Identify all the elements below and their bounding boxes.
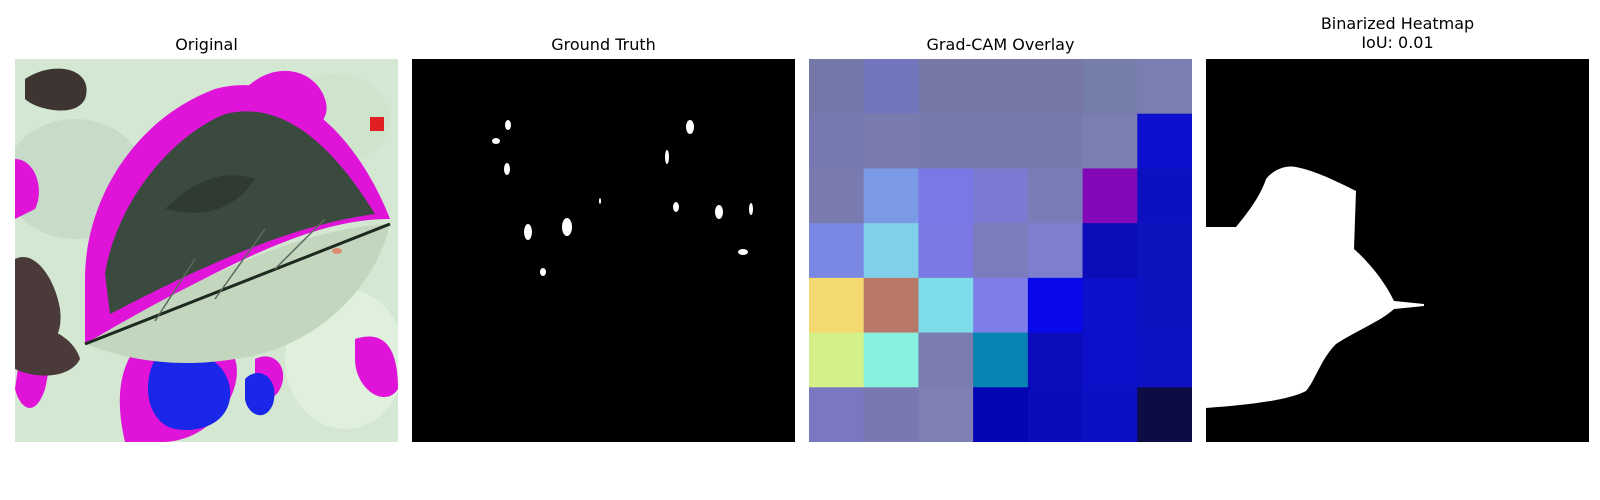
binarized-title: Binarized Heatmap IoU: 0.01	[1320, 14, 1475, 52]
gradcam-panel: Grad-CAM Overlay	[809, 0, 1192, 500]
gradcam-cell	[863, 387, 919, 442]
gradcam-cell	[1082, 332, 1138, 388]
binarized-image	[1206, 59, 1589, 442]
gradcam-cell	[918, 277, 974, 334]
gradcam-cell	[1027, 277, 1084, 334]
original-image	[15, 59, 398, 442]
binarized-mask	[1206, 59, 1589, 442]
original-panel: Original	[15, 0, 398, 500]
gradcam-cell	[809, 113, 865, 169]
gradcam-image	[809, 59, 1192, 442]
original-title: Original	[175, 35, 238, 54]
gradcam-cell	[863, 113, 919, 169]
gradcam-cell	[973, 113, 1029, 169]
gradcam-cell	[1082, 223, 1138, 279]
gradcam-cell	[1082, 277, 1138, 334]
gradcam-cell	[1137, 332, 1192, 388]
gradcam-cell	[809, 223, 865, 279]
ground-truth-panel: Ground Truth	[412, 0, 795, 500]
gradcam-cell	[1137, 223, 1192, 279]
gradcam-cell	[1027, 223, 1084, 279]
gradcam-cell	[973, 168, 1029, 224]
gradcam-cell	[973, 223, 1029, 279]
gradcam-cell	[863, 223, 919, 279]
gradcam-cell	[1137, 113, 1192, 169]
gradcam-cell	[1027, 387, 1084, 442]
gradcam-cell	[809, 332, 865, 388]
gradcam-cell	[1027, 168, 1084, 224]
gradcam-cell	[1082, 113, 1138, 169]
gradcam-cell	[918, 332, 974, 388]
ground-truth-image	[412, 59, 795, 442]
gradcam-cell	[1082, 59, 1138, 115]
gradcam-cell	[1082, 387, 1138, 442]
gradcam-cell	[918, 387, 974, 442]
gradcam-cell	[918, 113, 974, 169]
gradcam-cell	[863, 277, 919, 334]
ground-truth-mask	[412, 59, 795, 442]
gradcam-heatmap	[809, 59, 1192, 442]
binarized-panel: Binarized Heatmap IoU: 0.01	[1206, 0, 1589, 500]
gradcam-cell	[1082, 168, 1138, 224]
gradcam-cell	[1137, 168, 1192, 224]
gradcam-cell	[809, 387, 865, 442]
gradcam-cell	[1027, 332, 1084, 388]
gradcam-title: Grad-CAM Overlay	[926, 35, 1075, 54]
gradcam-cell	[1027, 113, 1084, 169]
gradcam-cell	[973, 332, 1029, 388]
gradcam-cell	[809, 59, 865, 115]
gradcam-cell	[863, 332, 919, 388]
gradcam-cell	[863, 59, 919, 115]
ground-truth-title: Ground Truth	[551, 35, 656, 54]
gradcam-cell	[1137, 59, 1192, 115]
gradcam-cell	[809, 168, 865, 224]
gradcam-cell	[809, 277, 865, 334]
gradcam-cell	[918, 223, 974, 279]
gradcam-cell	[918, 168, 974, 224]
gradcam-cell	[1027, 59, 1084, 115]
gradcam-cell	[973, 277, 1029, 334]
gradcam-cell	[918, 59, 974, 115]
gradcam-cell	[973, 387, 1029, 442]
gradcam-cell	[863, 168, 919, 224]
gradcam-cell	[1137, 387, 1192, 442]
leaf-photo	[15, 59, 398, 442]
gradcam-cell	[973, 59, 1029, 115]
gradcam-cell	[1137, 277, 1192, 334]
